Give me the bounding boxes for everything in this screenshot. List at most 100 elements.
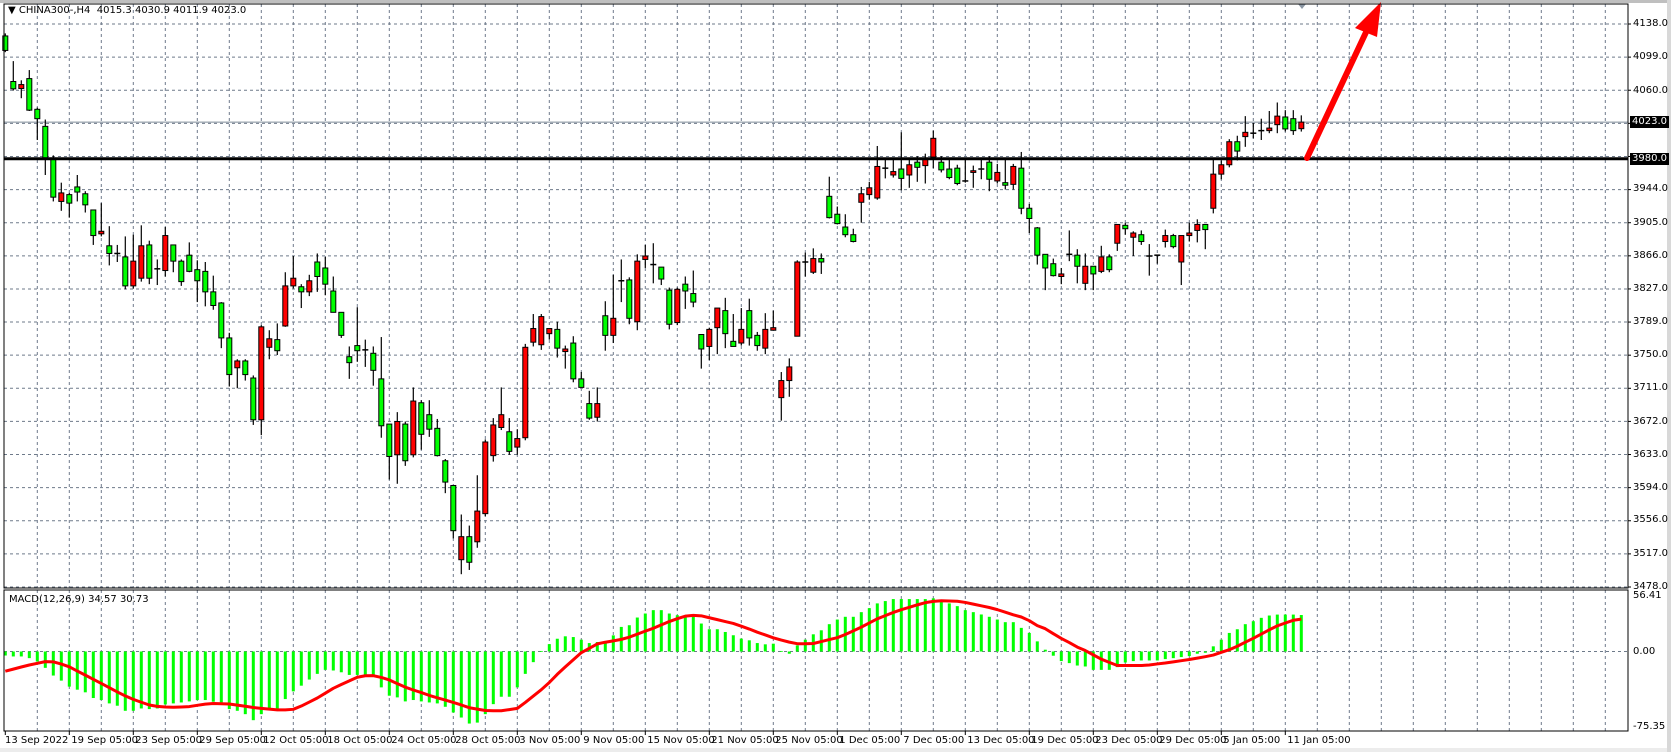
candle-body-bull <box>130 260 137 287</box>
candle-body-bull <box>1098 256 1105 272</box>
candle-body-bear <box>818 258 825 263</box>
macd-histogram-bar <box>1219 639 1223 652</box>
candle <box>26 70 33 112</box>
candle <box>1210 158 1217 214</box>
time-axis-label: 1 Dec 05:00 <box>839 735 901 746</box>
candle-body-bull <box>1194 223 1201 231</box>
macd-histogram-bar <box>379 651 383 688</box>
candle-body-bull <box>1114 223 1121 244</box>
chart-shift-marker-icon <box>1298 4 1306 9</box>
window-bottom-border <box>0 748 1671 752</box>
candle <box>298 284 305 309</box>
candle-body-bear <box>834 213 841 225</box>
time-axis-label: 5 Jan 05:00 <box>1223 735 1281 746</box>
candle <box>306 274 313 297</box>
candle <box>866 181 873 200</box>
candle <box>1162 229 1169 248</box>
candle <box>762 313 769 355</box>
bid-price-label: 4023.0 <box>1630 116 1669 129</box>
price-axis-label: 3905.0 <box>1633 216 1668 228</box>
candle-body-bear <box>506 431 513 452</box>
candle <box>250 375 257 425</box>
candle <box>66 192 73 218</box>
macd-histogram-bar <box>339 651 343 673</box>
macd-histogram-bar <box>1227 632 1231 652</box>
macd-histogram-bar <box>1067 651 1071 664</box>
macd-histogram-bar <box>483 651 487 715</box>
horizontal-level-label[interactable]: 3980.0 <box>1630 152 1669 165</box>
candle <box>682 276 689 309</box>
macd-histogram-bar <box>331 651 335 671</box>
candle-body-bull <box>1178 235 1185 263</box>
macd-histogram-bar <box>267 651 271 709</box>
candle <box>138 225 145 282</box>
candle-body-bear <box>1234 141 1241 152</box>
candle <box>162 227 169 277</box>
price-axis-label: 4138.0 <box>1633 18 1668 29</box>
candle-body-bear <box>426 414 433 430</box>
macd-histogram-bar <box>475 651 479 723</box>
macd-histogram-bar <box>203 651 207 701</box>
candle-body-bear <box>194 269 201 282</box>
macd-histogram-bar <box>131 651 135 711</box>
macd-histogram-bar <box>1251 621 1255 652</box>
candle <box>954 164 961 186</box>
macd-histogram-bar <box>899 599 903 652</box>
candle-body-bear <box>218 302 225 339</box>
candle-body-bull <box>786 366 793 382</box>
candle <box>1042 253 1049 291</box>
macd-histogram-bar <box>35 651 39 662</box>
candle-body-bear <box>338 311 345 336</box>
macd-histogram-bar <box>1275 614 1279 652</box>
candle-body-bull <box>1130 232 1137 238</box>
macd-histogram-bar <box>547 644 551 652</box>
candle <box>906 159 913 188</box>
candle-body-bear <box>842 226 849 236</box>
candle-body-bear <box>730 340 737 347</box>
candle-body-bear <box>170 244 177 262</box>
candle-body-bear <box>314 261 321 277</box>
candle <box>538 314 545 350</box>
macd-histogram-bar <box>1051 651 1055 656</box>
candle <box>1146 244 1153 276</box>
macd-histogram-bar <box>539 650 543 652</box>
candle-body-bear <box>298 286 305 293</box>
macd-histogram-bar <box>1203 651 1207 653</box>
candle <box>1026 203 1033 233</box>
macd-histogram-bar <box>187 651 191 702</box>
macd-histogram-bar <box>211 651 215 702</box>
candle-body-bear <box>418 402 425 435</box>
macd-histogram-bar <box>835 619 839 652</box>
candle <box>690 270 697 308</box>
candle-body-bear <box>106 245 113 254</box>
time-axis-label: 29 Dec 05:00 <box>1159 735 1227 746</box>
macd-histogram-bar <box>355 651 359 675</box>
up-arrow-shaft <box>1304 25 1371 161</box>
time-axis-label: 7 Dec 05:00 <box>903 735 965 746</box>
candle-body-bull <box>290 277 297 287</box>
candle-body-bull <box>98 230 105 235</box>
macd-histogram-bar <box>1211 646 1215 652</box>
candle-body-bear <box>354 345 361 352</box>
candle-body-bear <box>666 289 673 325</box>
candle <box>890 158 897 178</box>
macd-histogram-bar <box>1139 651 1143 661</box>
price-axis-label: 3711.0 <box>1633 382 1668 394</box>
candle <box>450 484 457 539</box>
macd-histogram-bar <box>195 651 199 701</box>
macd-histogram-bar <box>803 639 807 652</box>
candle <box>1274 102 1281 134</box>
candle <box>546 328 553 340</box>
candle-body-bull <box>162 235 169 272</box>
candle <box>1114 223 1121 251</box>
chart-menu-triangle-icon[interactable]: ▼ <box>8 5 16 16</box>
candle-body-bull <box>522 346 529 439</box>
candle <box>218 302 225 349</box>
macd-histogram-bar <box>531 651 535 663</box>
candle <box>1098 245 1105 274</box>
candle-body-bear <box>1050 263 1057 277</box>
candle <box>98 203 105 237</box>
candle <box>386 423 393 480</box>
